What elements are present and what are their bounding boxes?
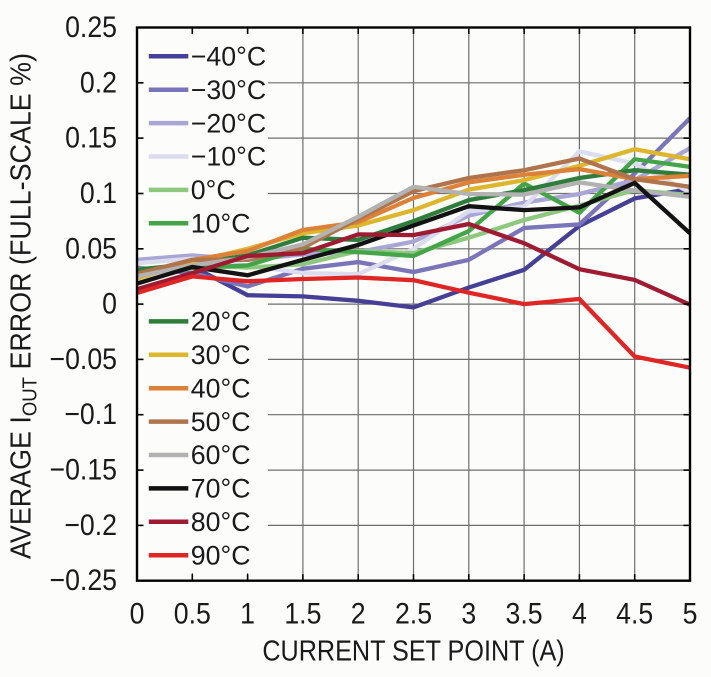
svg-text:90°C: 90°C: [191, 540, 251, 570]
svg-text:0.05: 0.05: [65, 232, 117, 266]
svg-text:1.5: 1.5: [284, 597, 321, 631]
svg-text:−0.15: −0.15: [49, 453, 117, 487]
svg-text:3.5: 3.5: [506, 597, 543, 631]
svg-text:40°C: 40°C: [191, 373, 251, 403]
svg-text:−20°C: −20°C: [191, 108, 266, 138]
svg-text:70°C: 70°C: [191, 473, 251, 503]
svg-text:0.1: 0.1: [80, 177, 117, 211]
svg-text:−0.05: −0.05: [49, 342, 117, 376]
svg-text:−0.25: −0.25: [49, 564, 117, 598]
svg-text:3: 3: [461, 597, 476, 631]
svg-text:2.5: 2.5: [395, 597, 432, 631]
svg-text:50°C: 50°C: [191, 407, 251, 437]
svg-text:0: 0: [102, 287, 117, 321]
svg-text:−30°C: −30°C: [191, 75, 266, 105]
svg-text:−0.1: −0.1: [64, 398, 117, 432]
svg-text:−0.2: −0.2: [64, 508, 117, 542]
svg-text:CURRENT SET POINT (A): CURRENT SET POINT (A): [262, 634, 564, 667]
svg-text:0.25: 0.25: [65, 11, 117, 45]
svg-text:−10°C: −10°C: [191, 142, 266, 172]
svg-text:4: 4: [572, 597, 587, 631]
svg-text:2: 2: [351, 597, 366, 631]
svg-text:1: 1: [240, 597, 255, 631]
svg-text:4.5: 4.5: [616, 597, 653, 631]
svg-text:0: 0: [130, 597, 145, 631]
svg-text:20°C: 20°C: [191, 306, 251, 336]
svg-text:5: 5: [683, 597, 698, 631]
svg-text:AVERAGE IOUT ERROR (FULL-SCALE: AVERAGE IOUT ERROR (FULL-SCALE %): [5, 53, 42, 559]
svg-text:30°C: 30°C: [191, 340, 251, 370]
svg-text:−40°C: −40°C: [191, 41, 266, 71]
svg-text:80°C: 80°C: [191, 507, 251, 537]
svg-text:10°C: 10°C: [191, 208, 251, 238]
svg-text:0.5: 0.5: [174, 597, 211, 631]
svg-text:0.2: 0.2: [80, 66, 117, 100]
svg-text:0°C: 0°C: [191, 175, 236, 205]
svg-text:60°C: 60°C: [191, 440, 251, 470]
svg-text:0.15: 0.15: [65, 121, 117, 155]
